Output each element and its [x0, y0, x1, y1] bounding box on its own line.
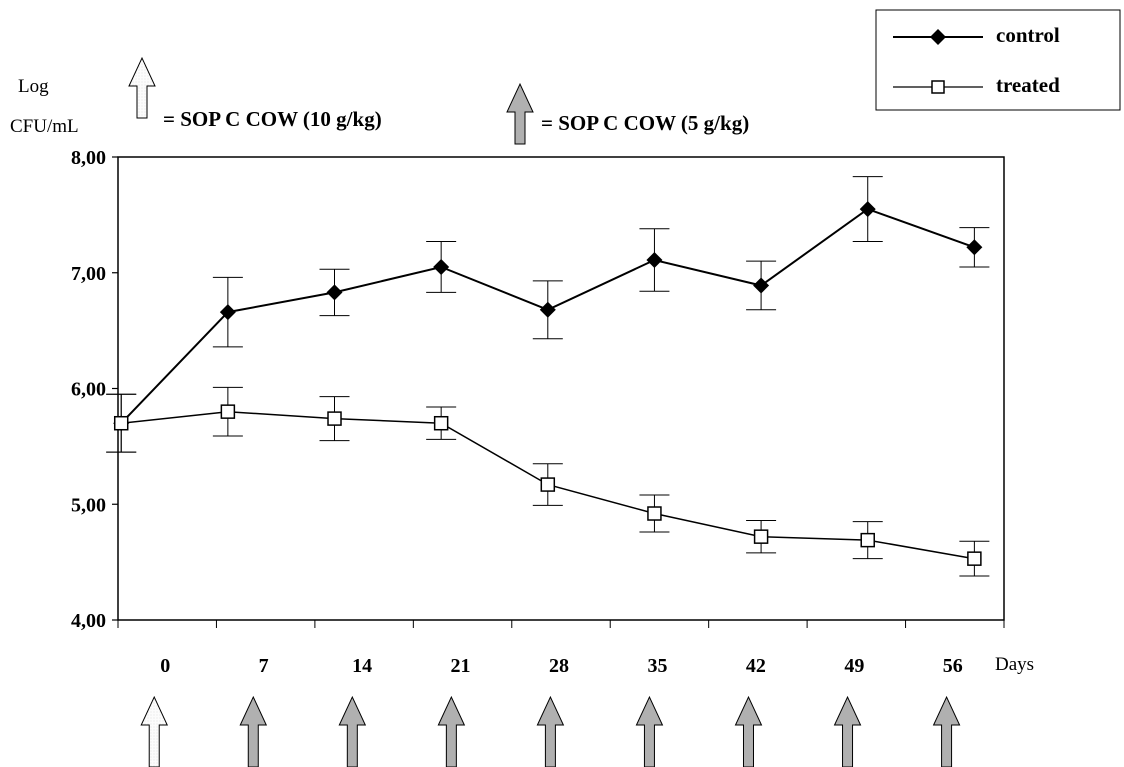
x-tick-label: 42	[746, 655, 766, 677]
dark-dose-arrow-icon	[239, 695, 268, 767]
control-point	[859, 201, 876, 218]
control-point	[966, 239, 983, 256]
control-point	[539, 301, 556, 318]
control-point	[326, 284, 343, 301]
y-axis-label-line2: CFU/mL	[10, 116, 79, 137]
legend-treated-marker	[931, 80, 945, 94]
x-tick-label: 56	[943, 655, 963, 677]
treated-point	[860, 532, 875, 548]
legend-box	[875, 9, 1121, 111]
series-legend: control treated	[875, 9, 1121, 111]
y-axis-label-line1: Log	[18, 76, 49, 97]
dark-dose-arrow-icon	[338, 695, 367, 767]
x-tick-label: 49	[844, 655, 864, 677]
control-point	[219, 304, 236, 321]
y-tick-label: 7,00	[71, 263, 106, 285]
y-tick-label: 4,00	[71, 610, 106, 632]
x-tick-label: 21	[451, 655, 471, 677]
dark-dose-arrow-icon	[635, 695, 664, 767]
x-tick-label: 0	[160, 655, 170, 677]
treated-point	[433, 415, 449, 431]
dark-dose-arrow-icon	[437, 695, 466, 767]
x-tick-label: 35	[647, 655, 667, 677]
legend-treated-label: treated	[996, 73, 1060, 97]
treated-point	[113, 415, 129, 431]
control-point	[753, 277, 770, 294]
y-tick-label: 5,00	[71, 494, 106, 516]
control-point	[646, 252, 663, 269]
y-tick-label: 8,00	[71, 147, 106, 169]
dark-arrow-icon	[506, 82, 534, 145]
light-dose-arrow-icon	[140, 695, 169, 767]
legend-control-label: control	[996, 23, 1060, 47]
dose-legend-dark-label: = SOP C COW (5 g/kg)	[541, 111, 749, 135]
dark-dose-arrow-icon	[932, 695, 961, 767]
light-arrow-icon	[128, 56, 156, 119]
legend-control-marker	[930, 29, 946, 45]
plot-area	[117, 156, 1005, 621]
dose-legend-light-label: = SOP C COW (10 g/kg)	[163, 107, 382, 131]
dark-dose-arrow-icon	[734, 695, 763, 767]
y-tick-label: 6,00	[71, 379, 106, 401]
dose-legend: = SOP C COW (10 g/kg) = SOP C COW (5 g/k…	[128, 56, 749, 145]
dark-dose-arrow-icon	[833, 695, 862, 767]
treated-point	[753, 529, 769, 544]
treated-point	[647, 506, 662, 521]
dark-dose-arrow-icon	[536, 695, 565, 767]
treated-point	[967, 551, 982, 566]
x-tick-label: 14	[352, 655, 372, 677]
control-point	[433, 258, 450, 275]
x-tick-label: 28	[549, 655, 569, 677]
treated-point	[540, 477, 556, 492]
x-axis-label: Days	[995, 654, 1034, 675]
treated-point	[220, 404, 236, 419]
treated-point	[327, 411, 342, 426]
x-tick-label: 7	[259, 655, 269, 677]
